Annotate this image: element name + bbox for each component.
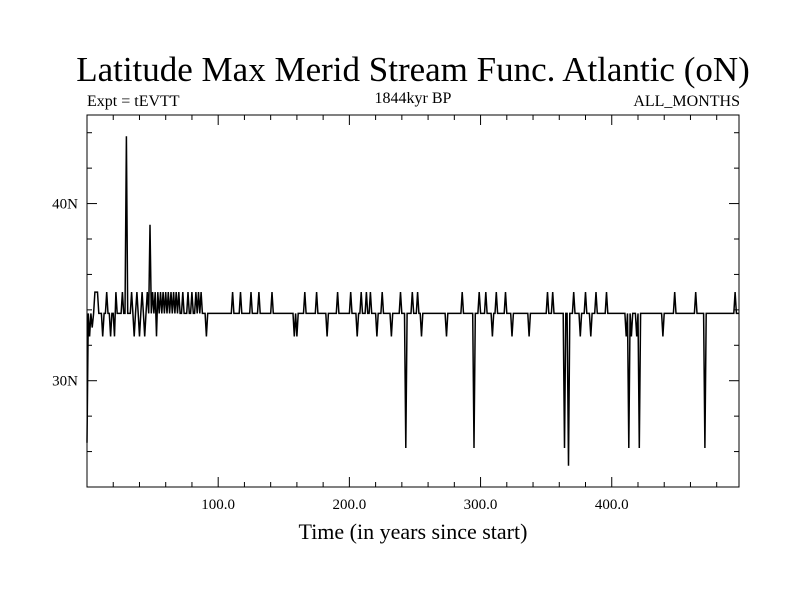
x-tick-label: 400.0 [595, 497, 629, 513]
subtitle-right: ALL_MONTHS [633, 93, 740, 110]
x-tick-label: 100.0 [201, 497, 235, 513]
subtitle-center: 1844kyr BP [375, 90, 452, 107]
x-axis-title: Time (in years since start) [299, 519, 528, 544]
chart-title: Latitude Max Merid Stream Func. Atlantic… [76, 50, 750, 89]
y-tick-label: 40N [52, 197, 78, 213]
subtitle-left: Expt = tEVTT [87, 93, 180, 110]
x-tick-label: 200.0 [332, 497, 366, 513]
x-tick-label: 300.0 [464, 497, 498, 513]
plot-frame [86, 114, 740, 488]
axis-ticks [87, 115, 739, 487]
tick-labels: 30N 40N 100.0 200.0 300.0 400.0 [52, 197, 628, 513]
y-tick-label: 30N [52, 374, 78, 390]
series-line [86, 136, 739, 466]
